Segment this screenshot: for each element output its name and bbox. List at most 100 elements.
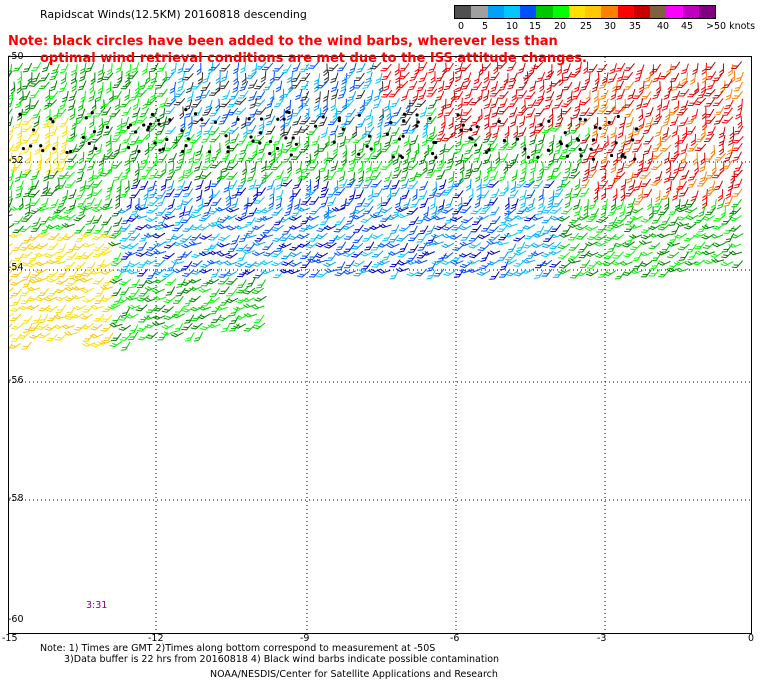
wind-barb	[254, 179, 265, 189]
wind-barb	[587, 63, 598, 73]
wind-barb	[11, 323, 24, 330]
wind-barb	[81, 251, 94, 260]
wind-barb	[235, 297, 249, 304]
wind-barb	[383, 116, 393, 127]
wind-barb	[573, 81, 581, 93]
wind-barb	[291, 207, 302, 217]
contamination-marker	[402, 119, 406, 123]
wind-barb	[639, 251, 653, 257]
wind-barb	[363, 126, 375, 135]
wind-barb	[600, 206, 607, 219]
wind-barb	[31, 109, 42, 119]
wind-barb	[20, 169, 32, 178]
wind-barb	[12, 225, 24, 234]
contamination-marker	[431, 151, 435, 156]
wind-barb	[188, 151, 195, 164]
wind-barb	[290, 72, 301, 83]
time-tag: 3:31	[86, 600, 108, 611]
wind-barb	[204, 100, 213, 112]
wind-barb	[99, 250, 112, 256]
wind-barb	[619, 261, 633, 266]
contamination-marker	[623, 155, 627, 159]
wind-barb	[90, 188, 103, 197]
wind-barb	[164, 98, 176, 107]
wind-barb	[17, 126, 23, 139]
wind-barb	[64, 314, 78, 321]
color-scale-label: 20	[554, 21, 567, 32]
wind-barb	[47, 170, 59, 179]
wind-barb	[557, 108, 563, 122]
wind-barb	[649, 64, 655, 77]
wind-barb	[528, 117, 536, 129]
wind-barb	[21, 341, 32, 350]
wind-barb	[405, 142, 411, 156]
wind-barb	[297, 241, 311, 248]
wind-barb	[701, 233, 715, 240]
wind-barb	[12, 62, 24, 72]
contamination-marker	[294, 142, 298, 146]
wind-barb	[703, 133, 715, 142]
wind-barb	[207, 259, 221, 265]
wind-barb	[713, 214, 726, 222]
wind-barb	[701, 71, 707, 84]
wind-barb	[703, 154, 715, 162]
wind-barb	[398, 71, 410, 80]
wind-barb	[487, 136, 498, 145]
wind-barb	[472, 152, 482, 163]
wind-barb	[209, 190, 221, 198]
wind-barb	[530, 144, 537, 156]
wind-barb	[505, 160, 517, 169]
wind-barb	[730, 61, 743, 69]
wind-barb	[700, 80, 706, 94]
contamination-marker	[168, 118, 172, 122]
wind-barb	[20, 90, 31, 101]
wind-barb	[102, 151, 114, 160]
wind-barb	[97, 64, 105, 76]
wind-barb	[253, 99, 266, 107]
wind-barb	[305, 242, 318, 249]
wind-barb	[131, 179, 141, 190]
wind-barb	[426, 88, 438, 97]
wind-barb	[680, 143, 688, 155]
wind-barb	[29, 79, 41, 87]
wind-barb	[444, 214, 455, 224]
contamination-marker	[578, 147, 582, 151]
contamination-marker	[148, 122, 153, 126]
map-title: Rapidscat Winds(12.5KM) 20160818 descend…	[40, 8, 307, 21]
wind-barb	[91, 99, 97, 112]
contamination-marker	[284, 136, 288, 140]
wind-barb	[423, 206, 429, 219]
wind-barb	[188, 213, 202, 219]
contamination-marker	[94, 146, 98, 151]
wind-barb	[184, 314, 195, 324]
wind-barb	[366, 89, 374, 102]
wind-barb	[600, 98, 609, 110]
wind-barb	[120, 341, 131, 351]
wind-barb	[398, 224, 411, 232]
wind-barb	[704, 188, 716, 197]
wind-barb	[380, 162, 392, 170]
contamination-marker	[158, 148, 162, 152]
wind-barb	[638, 118, 645, 131]
wind-barb	[624, 134, 634, 146]
wind-barb	[9, 124, 15, 137]
contamination-marker	[470, 137, 474, 141]
wind-barb	[246, 277, 256, 288]
wind-barb	[61, 222, 75, 228]
wind-barb	[281, 145, 293, 153]
wind-barb	[62, 233, 75, 241]
wind-barb	[136, 242, 147, 252]
color-scale-labels: 0 5 10 15 20 25 30 35 40 45 >50 knots	[454, 19, 760, 33]
wind-barb	[153, 295, 167, 301]
wind-barb	[176, 180, 186, 191]
wind-barb	[53, 206, 67, 214]
wind-barb	[313, 144, 319, 157]
contamination-marker	[589, 147, 593, 151]
wind-barb	[377, 115, 384, 128]
wind-barb	[355, 89, 366, 100]
wind-barb	[394, 63, 400, 76]
wind-barb	[684, 223, 697, 230]
wind-barb	[585, 241, 599, 247]
wind-barb	[88, 170, 95, 183]
wind-barb	[469, 97, 481, 106]
